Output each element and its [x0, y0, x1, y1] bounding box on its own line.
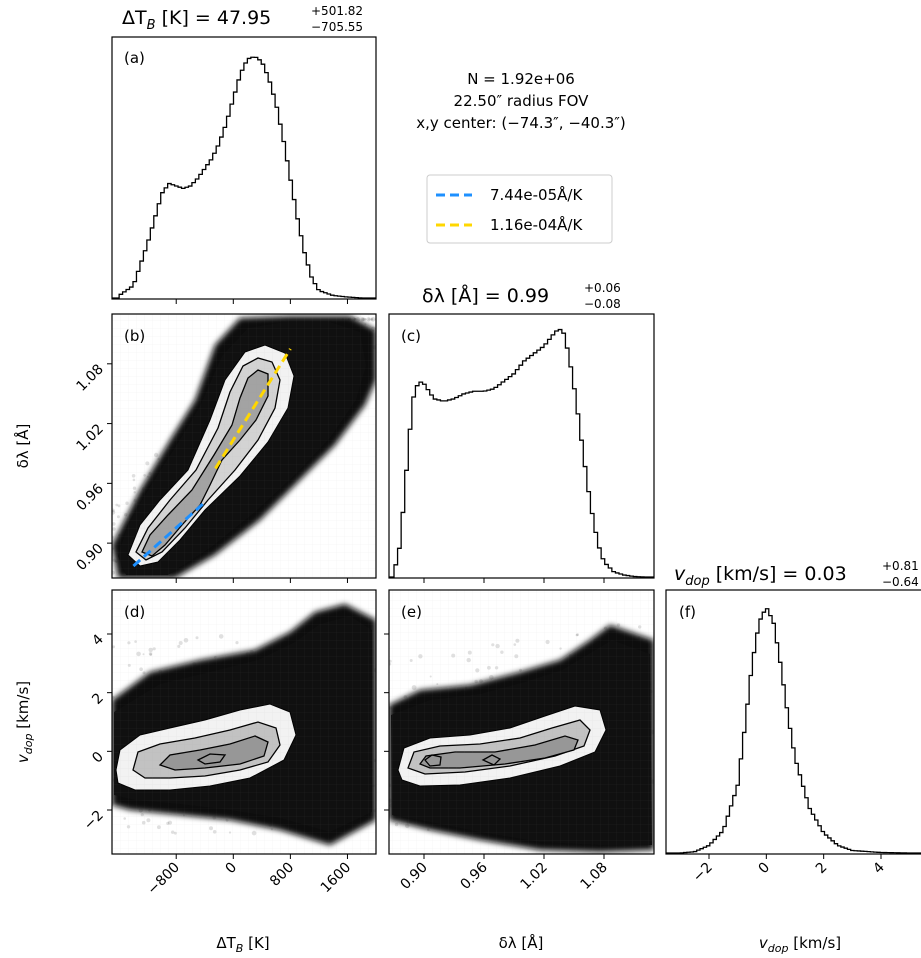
fit-line-1	[214, 348, 292, 470]
title-c-plus: +0.06	[584, 281, 621, 295]
panel-letter-a: (a)	[124, 49, 145, 67]
title-a: ΔTB [K] = 47.95	[122, 7, 271, 33]
tick-label: 2	[89, 690, 107, 708]
ylabel-vdop: vdop [km/s]	[14, 681, 35, 763]
panel-b: (b)	[111, 313, 377, 579]
title-c: δλ [Å] = 0.99	[422, 284, 549, 307]
panel-letter-e: (e)	[401, 603, 422, 621]
tick-label: 1600	[318, 860, 355, 897]
title-a-plus: +501.82	[311, 4, 363, 18]
tick-label: 800	[267, 860, 297, 890]
xlabel-dtb: ΔTB [K]	[216, 934, 269, 955]
panel-letter-b: (b)	[124, 327, 145, 345]
tick-label: 0	[89, 749, 107, 767]
tick-label: 0.90	[397, 860, 430, 893]
legend-label-blue: 7.44e-05Å/K	[490, 185, 583, 204]
panel-c: (c) δλ [Å] = 0.99 +0.06 −0.08	[388, 281, 655, 579]
tick-label: −800	[145, 860, 184, 899]
panel-letter-d: (d)	[124, 603, 145, 621]
fit-line-0	[132, 501, 206, 568]
title-f: vdop [km/s] = 0.03	[674, 563, 847, 589]
tick-label: 0.90	[73, 541, 106, 574]
tick-label: 2	[813, 860, 831, 878]
panel-letter-c: (c)	[401, 327, 421, 345]
panel-f: (f) vdop [km/s] = 0.03 +0.81 −0.64	[665, 559, 921, 855]
hist-f-line	[666, 608, 921, 854]
tick-label: 4	[89, 631, 107, 649]
hist-c-line	[389, 328, 654, 578]
title-f-minus: −0.64	[882, 575, 919, 589]
legend: 7.44e-05Å/K 1.16e-04Å/K	[426, 174, 613, 244]
tick-label: 1.08	[73, 361, 106, 394]
title-f-plus: +0.81	[882, 559, 919, 573]
info-block: N = 1.92e+06 22.50″ radius FOV x,y cente…	[416, 70, 626, 132]
panel-a: (a) ΔTB [K] = 47.95 +501.82 −705.55	[111, 4, 377, 300]
tick-label: 4	[870, 859, 888, 877]
info-center: x,y center: (−74.3″, −40.3″)	[416, 114, 626, 132]
tick-label: 0	[756, 860, 774, 878]
tick-label: 1.08	[577, 860, 610, 893]
panel-d: (d)	[111, 589, 377, 855]
tick-label: −2	[81, 808, 107, 834]
info-fov: 22.50″ radius FOV	[454, 92, 590, 110]
title-c-minus: −0.08	[584, 297, 621, 311]
tick-label: 0.96	[73, 481, 106, 514]
info-n: N = 1.92e+06	[467, 70, 575, 88]
xlabel-dl: δλ [Å]	[499, 933, 544, 952]
hist-a-line	[112, 56, 376, 299]
tick-label: 0	[223, 860, 241, 878]
xlabel-vdop: vdop [km/s]	[759, 934, 841, 955]
tick-label: 1.02	[517, 860, 550, 893]
panel-letter-f: (f)	[679, 603, 696, 621]
legend-label-yellow: 1.16e-04Å/K	[490, 215, 583, 234]
tick-label: −2	[690, 860, 716, 886]
title-a-minus: −705.55	[311, 20, 363, 34]
ylabel-dl: δλ [Å]	[13, 424, 32, 469]
tick-label: 1.02	[73, 421, 106, 454]
fit-lines-b	[132, 348, 292, 568]
tick-label: 0.96	[457, 859, 490, 892]
panel-e: (e)	[388, 589, 655, 855]
